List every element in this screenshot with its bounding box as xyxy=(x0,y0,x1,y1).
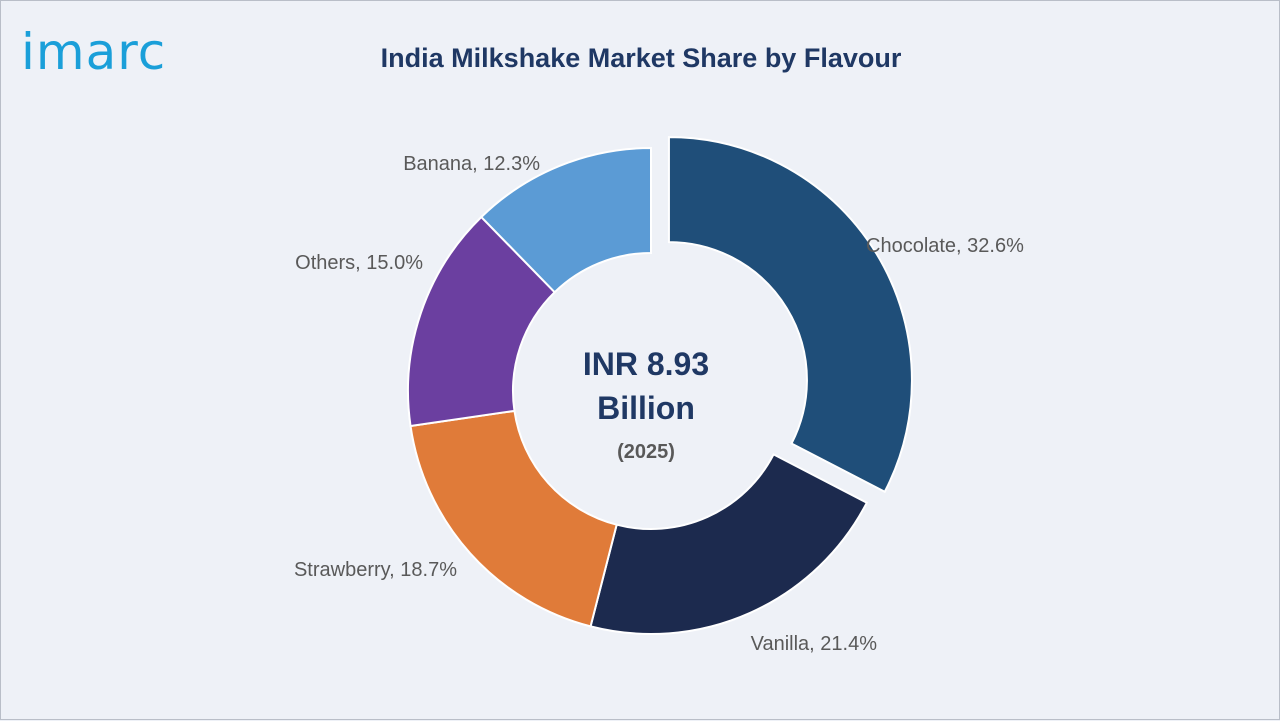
slice-banana xyxy=(479,146,652,294)
slice-labels: Chocolate, 32.6% Vanilla, 21.4% Strawberry… xyxy=(294,153,1024,655)
slice-label-others: Others, 15.0% xyxy=(295,252,423,274)
slice-chocolate xyxy=(667,136,913,494)
slice-vanilla xyxy=(589,453,869,635)
slice-label-chocolate: Chocolate, 32.6% xyxy=(866,235,1024,257)
center-unit: Billion xyxy=(597,390,695,426)
slice-label-strawberry: Strawberry, 18.7% xyxy=(294,559,457,581)
slice-label-vanilla: Vanilla, 21.4% xyxy=(751,633,878,655)
chart-title: India Milkshake Market Share by Flavour xyxy=(380,43,902,73)
imarc-logo: imarc xyxy=(21,23,167,81)
slice-strawberry xyxy=(409,409,618,628)
slice-label-banana: Banana, 12.3% xyxy=(403,153,540,175)
center-value: INR 8.93 xyxy=(583,346,709,382)
center-year: (2025) xyxy=(617,441,675,463)
donut-slices xyxy=(407,136,913,635)
